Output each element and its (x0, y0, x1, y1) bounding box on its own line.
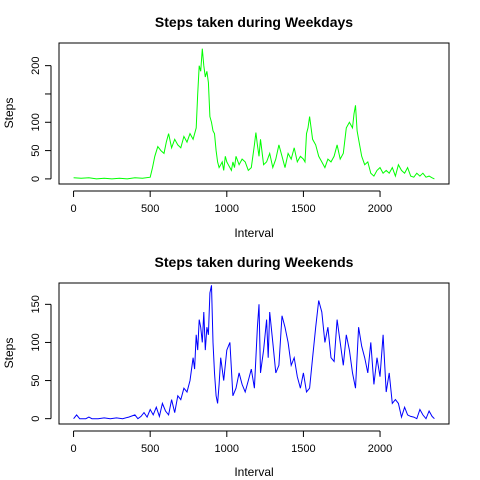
weekdays-x-tick-label: 1500 (291, 203, 315, 215)
weekends-y-axis: 0 50 100 150 (30, 295, 52, 422)
weekdays-y-tick-label: 200 (30, 56, 42, 74)
weekends-title: Steps taken during Weekends (155, 254, 354, 270)
weekdays-x-axis-label: Interval (234, 226, 273, 240)
weekends-x-tick-label: 2000 (368, 443, 392, 455)
weekdays-x-tick-label: 1000 (215, 203, 239, 215)
weekdays-y-axis: 0 50 100 200 (30, 56, 52, 182)
weekends-panel: Steps taken during Weekends 0 500 1000 1500… (2, 254, 450, 479)
weekends-x-tick-label: 1500 (291, 443, 315, 455)
weekends-x-tick-label: 1000 (215, 443, 239, 455)
weekdays-x-tick-label: 2000 (368, 203, 392, 215)
weekdays-y-tick-label: 0 (30, 176, 42, 182)
weekdays-plot-box (58, 42, 450, 185)
weekends-x-axis-label: Interval (234, 465, 273, 479)
weekends-x-axis: 0 500 1000 1500 2000 (70, 430, 392, 455)
weekdays-title: Steps taken during Weekdays (155, 14, 353, 30)
weekends-x-tick-label: 0 (70, 443, 76, 455)
weekends-y-tick-label: 0 (30, 416, 42, 422)
weekends-y-tick-label: 150 (30, 295, 42, 313)
weekends-plot-box (58, 282, 450, 425)
weekdays-y-tick-label: 100 (30, 113, 42, 131)
weekends-y-axis-label: Steps (2, 338, 16, 369)
weekdays-x-axis: 0 500 1000 1500 2000 (70, 190, 392, 215)
weekdays-y-axis-label: Steps (2, 98, 16, 129)
weekdays-panel: Steps taken during Weekdays 0 500 1000 1500… (2, 14, 450, 240)
weekends-y-tick-label: 100 (30, 333, 42, 351)
weekdays-x-tick-label: 0 (70, 203, 76, 215)
weekdays-x-tick-label: 500 (141, 203, 159, 215)
weekends-y-tick-label: 50 (30, 374, 42, 386)
weekdays-y-tick-label: 50 (30, 144, 42, 156)
weekends-series-line (73, 285, 435, 420)
weekends-x-tick-label: 500 (141, 443, 159, 455)
weekdays-series-line (73, 48, 435, 180)
